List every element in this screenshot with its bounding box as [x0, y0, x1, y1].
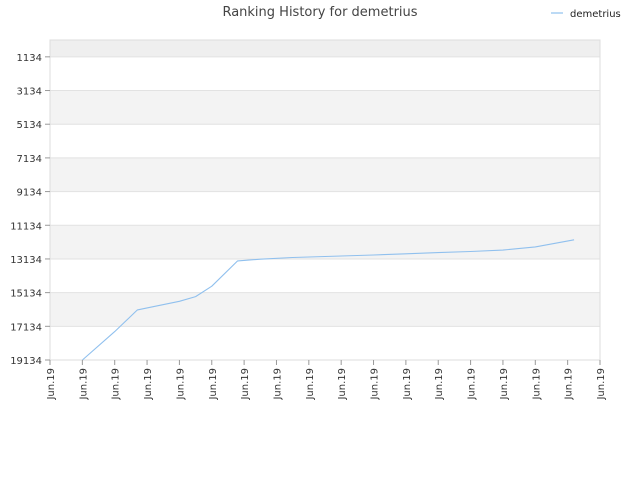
x-tick-label: Jun.19 — [305, 368, 316, 401]
plot-band — [50, 40, 600, 57]
y-tick-label: 11134 — [10, 221, 42, 232]
y-tick-label: 19134 — [10, 356, 42, 367]
plot-band — [50, 292, 600, 327]
y-tick-label: 7134 — [17, 154, 42, 165]
plot-bands — [50, 40, 600, 360]
x-tick-label: Jun.19 — [434, 368, 445, 401]
x-tick-label: Jun.19 — [467, 368, 478, 401]
x-tick-label: Jun.19 — [596, 368, 607, 401]
y-tick-label: 9134 — [17, 188, 42, 199]
x-tick-label: Jun.19 — [78, 368, 89, 401]
plot-band — [50, 56, 600, 91]
x-tick-label: Jun.19 — [143, 368, 154, 401]
x-tick-label: Jun.19 — [370, 368, 381, 401]
plot-band — [50, 225, 600, 259]
plot-band — [50, 326, 600, 360]
y-tick-label: 5134 — [17, 120, 42, 131]
plot-band — [50, 90, 600, 125]
y-tick-label: 1134 — [17, 53, 42, 64]
x-tick-label: Jun.19 — [46, 368, 57, 401]
plot-band — [50, 157, 600, 192]
grid-lines — [49, 39, 601, 361]
x-tick-label: Jun.19 — [208, 368, 219, 401]
y-axis: 1134 3134 5134 7134 9134 11134 13134 15134 17134… — [10, 53, 50, 367]
x-tick-label: Jun.19 — [402, 368, 413, 401]
x-tick-label: Jun.19 — [531, 368, 542, 401]
legend: demetrius — [551, 9, 621, 20]
y-tick-label: 13134 — [10, 255, 42, 266]
x-tick-label: Jun.19 — [564, 368, 575, 401]
plot-band — [50, 191, 600, 226]
x-tick-label: Jun.19 — [499, 368, 510, 401]
y-tick-label: 3134 — [17, 87, 42, 98]
plot-band — [50, 124, 600, 158]
y-tick-label: 17134 — [10, 322, 42, 333]
x-tick-label: Jun.19 — [111, 368, 122, 401]
legend-label[interactable]: demetrius — [570, 9, 621, 20]
x-tick-label: Jun.19 — [175, 368, 186, 401]
series-line-0[interactable] — [82, 239, 575, 361]
x-tick-label: Jun.19 — [337, 368, 348, 401]
plot-frame — [49, 39, 601, 361]
x-axis: Jun.19 Jun.19 Jun.19 Jun.19 Jun.19 Jun.19 Jun.… — [46, 360, 607, 401]
x-tick-label: Jun.19 — [272, 368, 283, 401]
y-tick-label: 15134 — [10, 289, 42, 300]
x-tick-label: Jun.19 — [240, 368, 251, 401]
series-layer — [82, 239, 575, 361]
chart-title: Ranking History for demetrius — [222, 5, 417, 20]
plot-band — [50, 258, 600, 293]
